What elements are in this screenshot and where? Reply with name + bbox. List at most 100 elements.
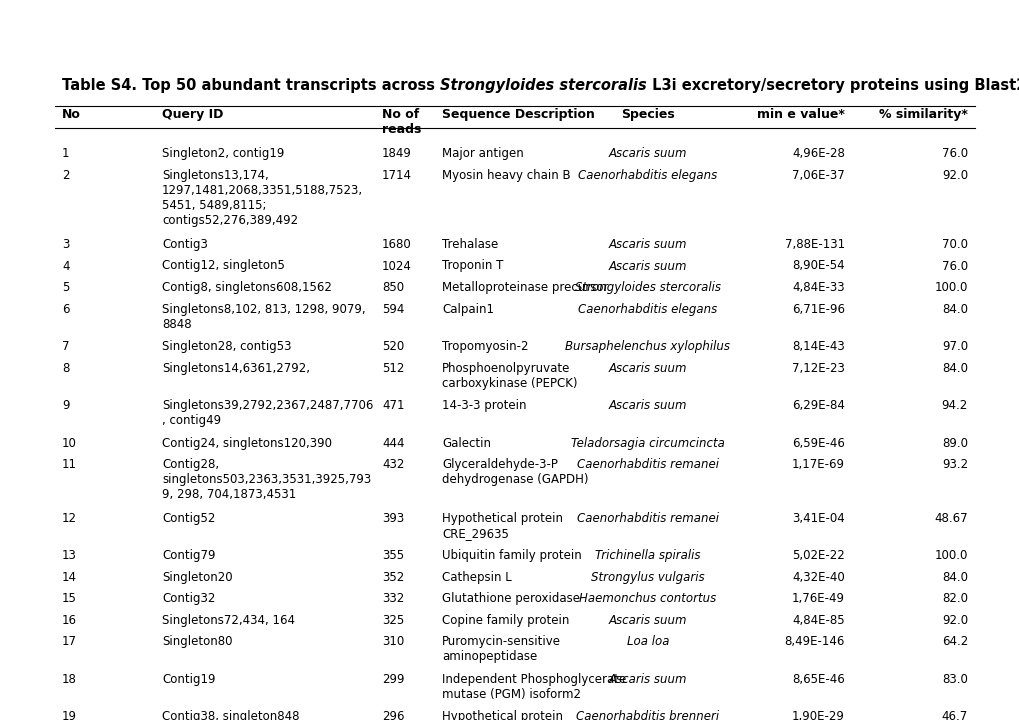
Text: 14-3-3 protein: 14-3-3 protein [441,399,526,412]
Text: Table S4. Top 50 abundant transcripts across: Table S4. Top 50 abundant transcripts ac… [62,78,439,93]
Text: 8,90E-54: 8,90E-54 [792,259,844,272]
Text: 82.0: 82.0 [942,592,967,605]
Text: 84.0: 84.0 [942,302,967,315]
Text: 310: 310 [382,635,404,648]
Text: No: No [62,108,81,121]
Text: 1: 1 [62,147,69,160]
Text: 8,49E-146: 8,49E-146 [784,635,844,648]
Text: 10: 10 [62,436,76,449]
Text: Ascaris suum: Ascaris suum [608,613,687,626]
Text: Galectin: Galectin [441,436,490,449]
Text: 4,32E-40: 4,32E-40 [792,571,844,584]
Text: Independent Phosphoglycerate
mutase (PGM) isoform2: Independent Phosphoglycerate mutase (PGM… [441,672,626,701]
Text: Ascaris suum: Ascaris suum [608,672,687,685]
Text: Ascaris suum: Ascaris suum [608,361,687,374]
Text: Metalloproteinase precursor: Metalloproteinase precursor [441,281,608,294]
Text: Copine family protein: Copine family protein [441,613,569,626]
Text: Contig38, singleton848: Contig38, singleton848 [162,710,300,720]
Text: 520: 520 [382,340,404,353]
Text: Contig3: Contig3 [162,238,208,251]
Text: Cathepsin L: Cathepsin L [441,571,512,584]
Text: Hypothetical protein
CAEBREN_25766: Hypothetical protein CAEBREN_25766 [441,710,562,720]
Text: 4,84E-33: 4,84E-33 [792,281,844,294]
Text: 4,84E-85: 4,84E-85 [792,613,844,626]
Text: Contig19: Contig19 [162,672,215,685]
Text: Trehalase: Trehalase [441,238,497,251]
Text: 6: 6 [62,302,69,315]
Text: 76.0: 76.0 [941,147,967,160]
Text: 1,76E-49: 1,76E-49 [791,592,844,605]
Text: Caenorhabditis brenneri: Caenorhabditis brenneri [576,710,718,720]
Text: Hypothetical protein
CRE_29635: Hypothetical protein CRE_29635 [441,512,562,539]
Text: 5: 5 [62,281,69,294]
Text: Contig8, singletons608,1562: Contig8, singletons608,1562 [162,281,331,294]
Text: Query ID: Query ID [162,108,223,121]
Text: 6,29E-84: 6,29E-84 [792,399,844,412]
Text: 12: 12 [62,512,76,525]
Text: Singletons72,434, 164: Singletons72,434, 164 [162,613,294,626]
Text: 89.0: 89.0 [942,436,967,449]
Text: 325: 325 [382,613,404,626]
Text: 94.2: 94.2 [941,399,967,412]
Text: Teladorsagia circumcincta: Teladorsagia circumcincta [571,436,725,449]
Text: 1714: 1714 [382,168,412,181]
Text: Contig24, singletons120,390: Contig24, singletons120,390 [162,436,331,449]
Text: Strongyloides stercoralis: Strongyloides stercoralis [575,281,720,294]
Text: 48.67: 48.67 [933,512,967,525]
Text: 1,17E-69: 1,17E-69 [791,458,844,471]
Text: Contig28,
singletons503,2363,3531,3925,793
9, 298, 704,1873,4531: Contig28, singletons503,2363,3531,3925,7… [162,458,371,501]
Text: Glyceraldehyde-3-P
dehydrogenase (GAPDH): Glyceraldehyde-3-P dehydrogenase (GAPDH) [441,458,588,486]
Text: 6,71E-96: 6,71E-96 [791,302,844,315]
Text: 93.2: 93.2 [941,458,967,471]
Text: 4,96E-28: 4,96E-28 [792,147,844,160]
Text: 15: 15 [62,592,76,605]
Text: 84.0: 84.0 [942,361,967,374]
Text: Myosin heavy chain B: Myosin heavy chain B [441,168,570,181]
Text: 100.0: 100.0 [933,549,967,562]
Text: 100.0: 100.0 [933,281,967,294]
Text: 14: 14 [62,571,76,584]
Text: Species: Species [621,108,675,121]
Text: Haemonchus contortus: Haemonchus contortus [579,592,716,605]
Text: 11: 11 [62,458,76,471]
Text: Sequence Description: Sequence Description [441,108,594,121]
Text: 3,41E-04: 3,41E-04 [792,512,844,525]
Text: 18: 18 [62,672,76,685]
Text: 352: 352 [382,571,404,584]
Text: 84.0: 84.0 [942,571,967,584]
Text: 594: 594 [382,302,404,315]
Text: Contig52: Contig52 [162,512,215,525]
Text: 92.0: 92.0 [941,168,967,181]
Text: 76.0: 76.0 [941,259,967,272]
Text: 8,14E-43: 8,14E-43 [792,340,844,353]
Text: Puromycin-sensitive
aminopeptidase: Puromycin-sensitive aminopeptidase [441,635,560,663]
Text: Singleton80: Singleton80 [162,635,232,648]
Text: 2: 2 [62,168,69,181]
Text: Caenorhabditis elegans: Caenorhabditis elegans [578,302,717,315]
Text: 355: 355 [382,549,404,562]
Text: 432: 432 [382,458,404,471]
Text: 296: 296 [382,710,405,720]
Text: 332: 332 [382,592,404,605]
Text: 7: 7 [62,340,69,353]
Text: 16: 16 [62,613,76,626]
Text: Bursaphelenchus xylophilus: Bursaphelenchus xylophilus [565,340,730,353]
Text: 4: 4 [62,259,69,272]
Text: Singletons39,2792,2367,2487,7706
, contig49: Singletons39,2792,2367,2487,7706 , conti… [162,399,373,427]
Text: 5,02E-22: 5,02E-22 [792,549,844,562]
Text: 512: 512 [382,361,404,374]
Text: Strongylus vulgaris: Strongylus vulgaris [591,571,704,584]
Text: No of
reads: No of reads [382,108,421,136]
Text: 299: 299 [382,672,405,685]
Text: Caenorhabditis remanei: Caenorhabditis remanei [577,458,718,471]
Text: Glutathione peroxidase: Glutathione peroxidase [441,592,580,605]
Text: Tropomyosin-2: Tropomyosin-2 [441,340,528,353]
Text: 13: 13 [62,549,76,562]
Text: 46.7: 46.7 [941,710,967,720]
Text: Trichinella spiralis: Trichinella spiralis [595,549,700,562]
Text: 7,12E-23: 7,12E-23 [792,361,844,374]
Text: 92.0: 92.0 [941,613,967,626]
Text: Singleton20: Singleton20 [162,571,232,584]
Text: Phosphoenolpyruvate
carboxykinase (PEPCK): Phosphoenolpyruvate carboxykinase (PEPCK… [441,361,577,390]
Text: 19: 19 [62,710,76,720]
